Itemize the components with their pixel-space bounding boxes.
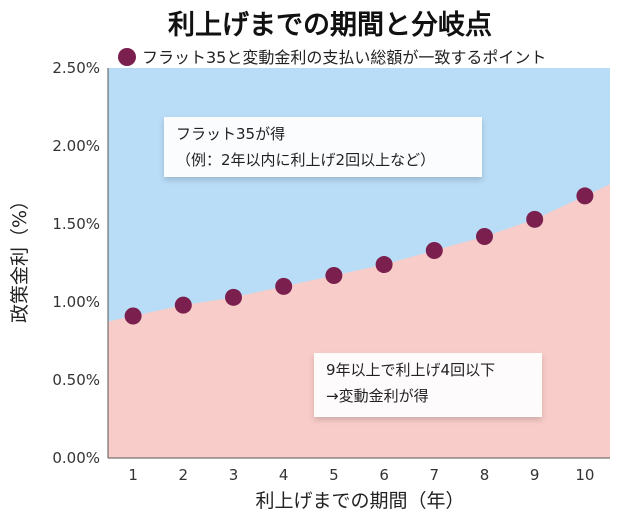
annotation-text: →変動金利が得 [326, 387, 429, 405]
y-tick-label: 2.00% [52, 137, 100, 155]
data-point [576, 187, 594, 205]
legend-marker [118, 48, 136, 66]
x-tick-label: 9 [530, 466, 540, 484]
data-point [124, 307, 142, 325]
y-axis-label: 政策金利（%） [9, 191, 31, 323]
x-axis-label: 利上げまでの期間（年） [255, 490, 464, 512]
y-tick-label: 0.50% [52, 371, 100, 389]
x-tick-label: 4 [279, 466, 289, 484]
x-tick-label: 5 [329, 466, 339, 484]
y-tick-label: 2.50% [52, 59, 100, 77]
x-tick-label: 7 [430, 466, 440, 484]
data-point [526, 210, 544, 228]
data-point [275, 277, 293, 295]
y-tick-label: 1.50% [52, 215, 100, 233]
annotation-text: 9年以上で利上げ4回以下 [326, 361, 495, 379]
legend-label: フラット35と変動金利の支払い総額が一致するポイント [142, 48, 546, 67]
x-tick-label: 10 [575, 466, 594, 484]
x-tick-label: 8 [480, 466, 490, 484]
annotation-text: （例：2年以内に利上げ2回以上など） [176, 151, 435, 169]
annotation-text: フラット35が得 [176, 125, 285, 143]
annotation-box: フラット35が得 （例：2年以内に利上げ2回以上など） [164, 117, 482, 177]
x-tick-label: 6 [379, 466, 389, 484]
annotation-box: 9年以上で利上げ4回以下 →変動金利が得 [314, 353, 542, 417]
data-point [174, 296, 192, 314]
data-point [375, 256, 393, 274]
data-point [325, 266, 343, 284]
data-point [225, 288, 242, 306]
annotation-background [314, 353, 542, 417]
y-tick-label: 1.00% [52, 293, 100, 311]
x-tick-label: 2 [179, 466, 189, 484]
data-point [476, 227, 493, 245]
y-tick-label: 0.00% [52, 449, 100, 467]
annotation-background [164, 117, 482, 177]
data-point [425, 242, 443, 260]
x-tick-label: 3 [229, 466, 239, 484]
chart-title: 利上げまでの期間と分岐点 [168, 10, 492, 41]
x-tick-label: 1 [128, 466, 138, 484]
